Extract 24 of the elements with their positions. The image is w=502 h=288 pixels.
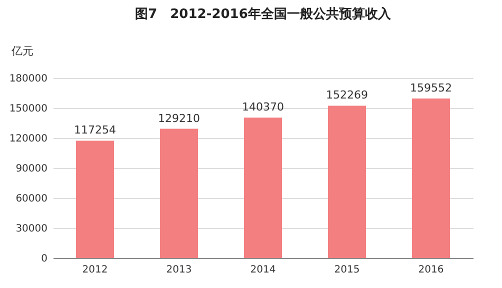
x-tick-label: 2012 — [82, 264, 108, 276]
x-tick-label: 2015 — [334, 264, 360, 276]
x-tick-label: 2013 — [166, 264, 192, 276]
chart-title: 图7 2012-2016年全国一般公共预算收入 — [135, 6, 392, 22]
y-axis-title: 亿元 — [10, 44, 34, 58]
y-tick-label: 60000 — [16, 194, 48, 204]
bar — [328, 106, 366, 258]
y-tick-label: 120000 — [9, 134, 48, 144]
y-tick-label: 150000 — [9, 104, 48, 114]
y-tick-label: 180000 — [9, 74, 48, 84]
y-tick-label: 30000 — [16, 224, 48, 234]
bar — [412, 98, 450, 258]
bar — [244, 118, 282, 258]
x-tick-label: 2014 — [250, 264, 276, 276]
data-label: 129210 — [158, 112, 200, 125]
y-tick-label: 90000 — [16, 164, 48, 174]
bar — [76, 140, 114, 258]
data-label: 159552 — [410, 81, 452, 94]
data-label: 117254 — [74, 124, 116, 137]
data-label: 152269 — [326, 88, 368, 102]
data-label: 140370 — [242, 100, 284, 114]
x-tick-label: 2016 — [418, 264, 444, 276]
bar — [160, 128, 198, 258]
y-tick-label: 0 — [41, 254, 48, 264]
